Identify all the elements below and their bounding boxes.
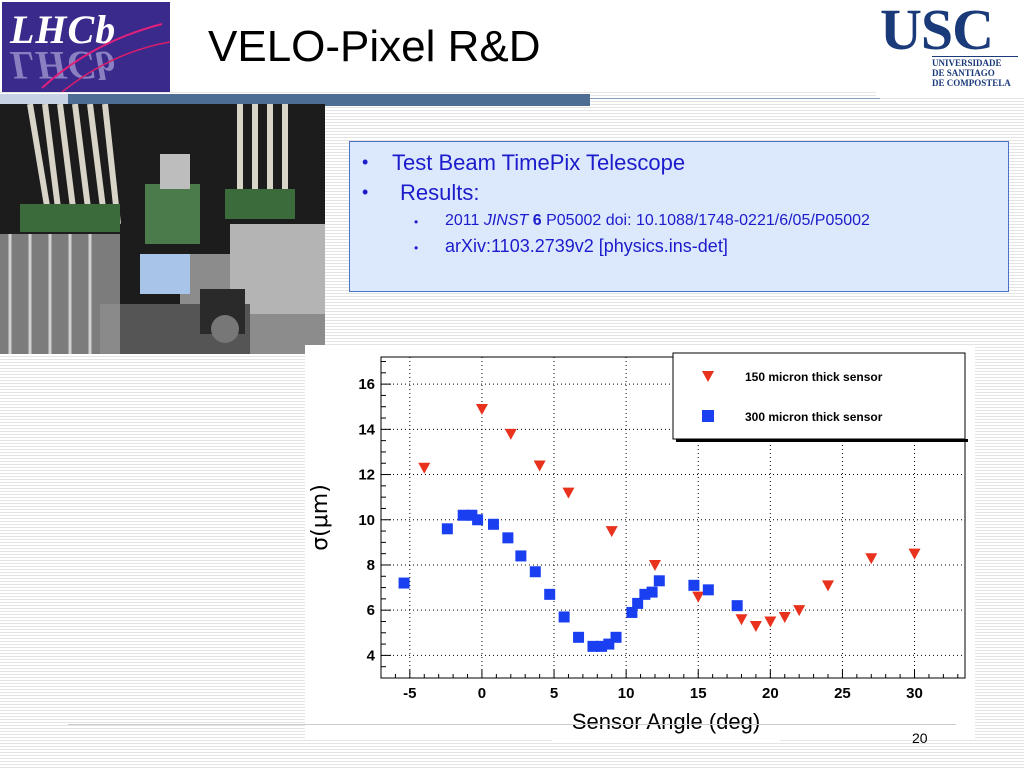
data-point-150um [778, 611, 791, 623]
data-point-300um [610, 631, 622, 643]
data-point-300um [457, 509, 469, 521]
data-point-150um [749, 621, 762, 633]
lhcb-logo: LHCb LHCb [2, 2, 170, 92]
x-tick-label: 30 [906, 685, 923, 702]
x-tick-label: 15 [690, 685, 707, 702]
data-point-300um [688, 579, 700, 591]
data-point-300um [632, 597, 644, 609]
telescope-photo-image [0, 104, 325, 354]
data-point-300um [502, 532, 514, 544]
bullet-results: Results: [400, 180, 480, 205]
usc-logo-text: USC [880, 0, 994, 62]
header-accent-bar [68, 94, 590, 106]
x-tick-label: 5 [550, 685, 558, 702]
legend-marker-150um [702, 371, 714, 382]
data-point-150um [692, 591, 705, 603]
y-tick-label: 8 [367, 557, 375, 574]
bullet-icon: • [362, 152, 369, 172]
footer-divider [68, 724, 956, 725]
data-point-300um [544, 588, 556, 600]
data-point-150um [908, 548, 921, 560]
usc-logo-subtitle: UNIVERSIDADE DE SANTIAGO DE COMPOSTELA [932, 58, 1011, 88]
data-point-150um [605, 526, 618, 538]
x-tick-label: 0 [478, 685, 486, 702]
data-point-300um [441, 523, 453, 535]
citation-volume: 6 [528, 212, 542, 229]
legend-marker-300um [702, 410, 714, 422]
data-point-150um [793, 605, 806, 617]
lhcb-logo-text: LHCb [10, 7, 117, 52]
lhcb-swoosh-icon [41, 23, 170, 92]
bullet-test-beam: Test Beam TimePix Telescope [392, 150, 686, 175]
telescope-photo [0, 104, 325, 354]
x-tick-label: 20 [762, 685, 779, 702]
usc-logo-line: DE SANTIAGO [932, 68, 995, 78]
data-point-150um [504, 428, 517, 440]
chart-x-axis-label: Sensor Angle (deg) [552, 705, 780, 741]
y-tick-label: 12 [358, 467, 375, 484]
y-tick-label: 6 [367, 602, 375, 619]
sub-bullet-jinst: 2011 JINST 6 P05002 doi: 10.1088/1748-02… [445, 212, 870, 230]
header-accent-line [590, 98, 880, 99]
data-point-300um [646, 586, 658, 598]
data-point-150um [735, 614, 748, 626]
legend-box [672, 352, 966, 440]
data-point-300um [653, 575, 665, 587]
data-point-150um [418, 462, 431, 474]
data-point-150um [533, 460, 546, 472]
data-point-300um [398, 577, 410, 589]
bullet-icon: • [362, 182, 369, 202]
slide-header [0, 0, 1024, 92]
data-point-150um [475, 403, 488, 415]
usc-logo-line: UNIVERSIDADE [932, 58, 1002, 68]
page-number: 20 [912, 730, 928, 746]
data-point-300um [573, 631, 585, 643]
data-point-300um [626, 606, 638, 618]
usc-logo-rule [932, 56, 1018, 57]
slide-title: VELO-Pixel R&D [208, 22, 541, 71]
sub-bullet-icon: • [414, 241, 419, 255]
data-point-300um [596, 640, 608, 652]
citation-journal: JINST [483, 212, 529, 229]
data-point-150um [562, 487, 575, 499]
y-tick-label: 10 [358, 512, 375, 529]
data-point-300um [731, 600, 743, 612]
data-point-300um [603, 638, 615, 650]
sub-bullet-arxiv: arXiv:1103.2739v2 [physics.ins-det] [445, 236, 728, 256]
data-point-300um [558, 611, 570, 623]
y-tick-label: 16 [358, 376, 375, 393]
usc-logo: USC UNIVERSIDADE DE SANTIAGO DE COMPOSTE… [876, 0, 1024, 96]
sub-bullet-icon: • [414, 215, 419, 229]
results-textbox: • Test Beam TimePix Telescope • Results:… [349, 141, 1009, 292]
data-point-150um [865, 553, 878, 565]
usc-logo-line: DE COMPOSTELA [932, 78, 1011, 88]
x-tick-label: 25 [834, 685, 851, 702]
y-tick-label: 14 [358, 421, 375, 438]
data-point-300um [529, 566, 541, 578]
legend-shadow [676, 439, 968, 442]
y-tick-label: 4 [367, 647, 376, 664]
data-point-150um [648, 559, 661, 571]
resolution-chart: -5 0 5 10 15 20 25 30 4 6 8 10 12 14 16 σ(μm) 150 micron… [305, 345, 975, 740]
citation-year: 2011 [445, 212, 484, 229]
data-point-300um [702, 584, 714, 596]
data-point-300um [472, 514, 484, 526]
data-point-300um [487, 518, 499, 530]
x-tick-label: -5 [403, 685, 416, 702]
x-tick-label: 10 [618, 685, 635, 702]
data-point-300um [587, 640, 599, 652]
data-point-300um [466, 509, 478, 521]
header-accent-bar-light [0, 94, 68, 106]
data-point-300um [639, 588, 651, 600]
data-point-150um [822, 580, 835, 592]
citation-doi: P05002 doi: 10.1088/1748-0221/6/05/P0500… [541, 212, 870, 229]
legend-label-150um: 150 micron thick sensor [745, 370, 883, 384]
data-point-300um [515, 550, 527, 562]
resolution-chart-svg: -5 0 5 10 15 20 25 30 4 6 8 10 12 14 16 σ(μm) 150 micron… [308, 352, 968, 702]
data-point-150um [764, 616, 777, 628]
legend-label-300um: 300 micron thick sensor [745, 410, 883, 424]
y-axis-label: σ(μm) [308, 484, 333, 551]
